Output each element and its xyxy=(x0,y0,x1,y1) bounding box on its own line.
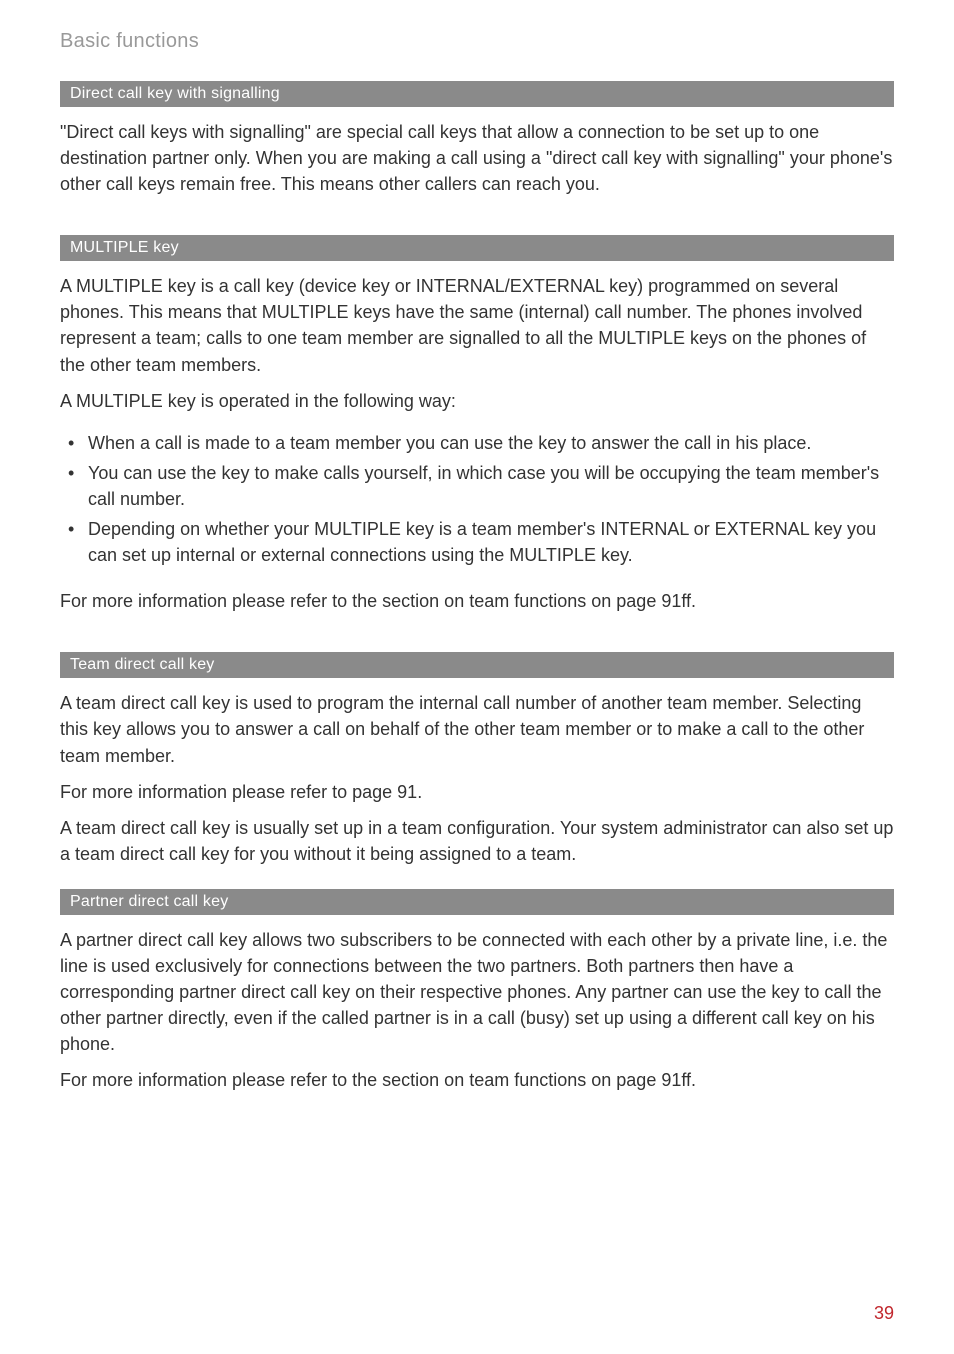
paragraph-text: A MULTIPLE key is a call key (device key… xyxy=(60,273,894,377)
paragraph-text: For more information please refer to the… xyxy=(60,588,894,614)
section-title-bar: MULTIPLE key xyxy=(60,235,894,261)
bullet-list: When a call is made to a team member you… xyxy=(60,430,894,568)
section-direct-call: Direct call key with signalling "Direct … xyxy=(60,81,894,197)
page-header: Basic functions xyxy=(60,30,894,53)
section-title-bar: Team direct call key xyxy=(60,652,894,678)
section-title-bar: Partner direct call key xyxy=(60,889,894,915)
list-item: You can use the key to make calls yourse… xyxy=(60,460,894,512)
paragraph-text: "Direct call keys with signalling" are s… xyxy=(60,119,894,197)
paragraph-text: A team direct call key is usually set up… xyxy=(60,815,894,867)
paragraph-text: For more information please refer to the… xyxy=(60,1067,894,1093)
paragraph-text: For more information please refer to pag… xyxy=(60,779,894,805)
paragraph-text: A team direct call key is used to progra… xyxy=(60,690,894,768)
paragraph-text: A MULTIPLE key is operated in the follow… xyxy=(60,388,894,414)
section-title-bar: Direct call key with signalling xyxy=(60,81,894,107)
list-item: When a call is made to a team member you… xyxy=(60,430,894,456)
list-item: Depending on whether your MULTIPLE key i… xyxy=(60,516,894,568)
page-number: 39 xyxy=(874,1303,894,1324)
paragraph-text: A partner direct call key allows two sub… xyxy=(60,927,894,1057)
section-team-direct: Team direct call key A team direct call … xyxy=(60,652,894,867)
section-partner-direct: Partner direct call key A partner direct… xyxy=(60,889,894,1094)
section-multiple-key: MULTIPLE key A MULTIPLE key is a call ke… xyxy=(60,235,894,614)
